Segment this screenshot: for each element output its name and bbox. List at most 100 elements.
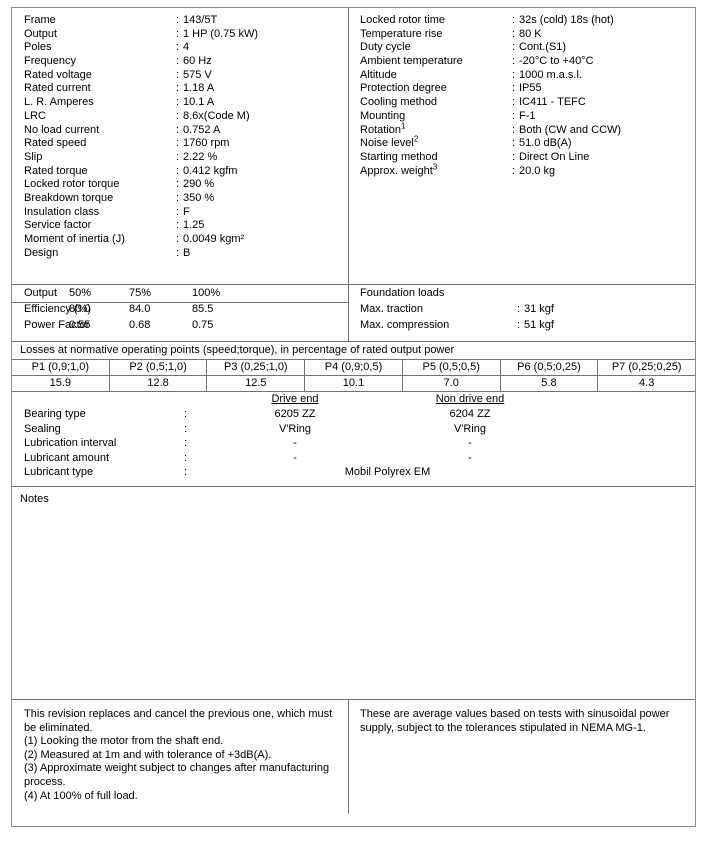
spec-colon: : [176, 191, 180, 204]
bearing-label: Lubrication interval [24, 437, 117, 449]
efficiency-header-label: Output [24, 287, 58, 299]
spec-row: Breakdown torque:350 % [24, 192, 346, 206]
efficiency-foundation-section: Output 50% 75% 100% Efficiency (%) 80.0 … [12, 285, 695, 341]
power-factor-label: Power Factor [24, 319, 90, 331]
spec-label: No load current [24, 123, 100, 136]
lubricant-type-colon: : [184, 466, 188, 478]
spec-row: Service factor:1.25 [24, 219, 346, 233]
spec-row: Locked rotor time:32s (cold) 18s (hot) [360, 14, 690, 28]
foundation-loads-block: Foundation loads Max. traction : 31 kgf … [360, 285, 690, 333]
spec-colon: : [512, 14, 516, 26]
spec-row: Moment of inertia (J):0.0049 kgm² [24, 233, 346, 247]
spec-colon: : [512, 109, 516, 122]
spec-row: Frame:143/5T [24, 14, 346, 28]
spec-colon: : [176, 137, 180, 150]
spec-label: Insulation class [24, 205, 100, 218]
efficiency-header-50: 50% [69, 287, 92, 299]
spec-row: Design: B [24, 247, 346, 261]
power-factor-value-75: 0.68 [129, 319, 151, 331]
spec-colon: : [512, 55, 516, 68]
bearing-colon: : [184, 408, 188, 420]
spec-colon: : [176, 123, 180, 136]
bearing-colon: : [184, 437, 188, 449]
losses-header-cell: P2 (0,5;1,0) [108, 360, 207, 375]
foundation-label: Max. traction [360, 303, 423, 315]
spec-label: Starting method [360, 150, 438, 163]
losses-value-cell: 12.5 [206, 376, 304, 391]
datasheet-frame: Frame:143/5T Output:1 HP (0.75 kW) Poles… [11, 7, 696, 827]
spec-colon: : [176, 246, 180, 259]
losses-header-row: P1 (0,9;1,0) P2 (0,5;1,0) P3 (0,25;1,0) … [12, 360, 695, 375]
spec-label: Temperature rise [360, 27, 443, 40]
power-factor-row: Power Factor 0.55 0.68 0.75 [12, 317, 348, 333]
spec-value: Both (CW and CCW) [519, 123, 622, 136]
spec-colon: : [176, 27, 180, 40]
losses-title-rule [12, 359, 695, 360]
spec-row: LRC:8.6x(Code M) [24, 110, 346, 124]
spec-row: Poles:4 [24, 41, 346, 55]
bearing-non-drive-end-value: - [468, 451, 472, 464]
spec-colon: : [176, 82, 180, 95]
losses-value-cell: 12.8 [108, 376, 207, 391]
spec-value: 32s (cold) 18s (hot) [519, 14, 614, 26]
spec-value: 80 K [519, 27, 542, 40]
spec-row: Rated speed:1760 rpm [24, 137, 346, 151]
spec-value: 8.6x(Code M) [183, 109, 250, 122]
losses-value-cell: 7.0 [401, 376, 500, 391]
non-drive-end-header: Non drive end [435, 393, 505, 405]
spec-label: Rated speed [24, 137, 87, 150]
foundation-row: Max. traction : 31 kgf [360, 301, 690, 317]
spec-colon: : [512, 164, 516, 177]
losses-header-cell: P6 (0,5;0,25) [499, 360, 598, 375]
spec-label: Rated voltage [24, 68, 92, 81]
spec-value: 1000 m.a.s.l. [519, 68, 582, 81]
spec-colon: : [176, 219, 180, 232]
spec-row: Rotation1: Both (CW and CCW) [360, 120, 690, 138]
spec-value: IC411 - TEFC [519, 96, 586, 109]
spec-label: L. R. Amperes [24, 96, 94, 109]
spec-row: Locked rotor torque:290 % [24, 178, 346, 192]
losses-value-cell: 10.1 [304, 376, 402, 391]
foundation-value: 31 kgf [524, 303, 554, 315]
spec-value: Direct On Line [519, 150, 590, 163]
spec-label: Rated torque [24, 164, 88, 177]
spec-footnote-marker: 1 [400, 120, 406, 130]
spec-colon: : [512, 96, 516, 109]
foundation-title-row: Foundation loads [360, 285, 690, 301]
losses-title: Losses at normative operating points (sp… [20, 344, 455, 356]
effband-column-divider [348, 285, 349, 341]
spec-colon: : [512, 82, 516, 95]
spec-label: Output [24, 27, 58, 40]
spec-row: Output:1 HP (0.75 kW) [24, 28, 346, 42]
bearing-drive-end-value: V'Ring [278, 422, 312, 435]
notes-section[interactable]: Notes [12, 487, 695, 699]
specs-right-column: Locked rotor time:32s (cold) 18s (hot) T… [360, 14, 690, 178]
spec-colon: : [176, 233, 180, 245]
spec-value: 20.0 kg [519, 164, 556, 177]
spec-row: Starting method: Direct On Line [360, 151, 690, 165]
spec-colon: : [176, 109, 180, 122]
spec-row: Approx. weight3:20.0 kg [360, 161, 690, 179]
bearing-label: Sealing [24, 422, 61, 435]
losses-header-cell: P3 (0,25;1,0) [206, 360, 304, 375]
spec-label: Protection degree [360, 82, 447, 95]
section-divider [12, 486, 695, 487]
spec-colon: : [512, 41, 516, 54]
spec-label: Design [24, 246, 59, 259]
power-factor-value-50: 0.55 [69, 319, 91, 331]
spec-label: Locked rotor torque [24, 178, 120, 191]
lubricant-type-label: Lubricant type [24, 466, 94, 478]
spec-footnote-marker: 2 [413, 134, 419, 144]
bearing-row: Sealing : V'Ring V'Ring [12, 422, 695, 437]
efficiency-value-75: 84.0 [129, 303, 151, 315]
spec-colon: : [512, 27, 516, 40]
footer-note-2: (2) Measured at 1m and with tolerance of… [24, 748, 272, 761]
spec-label: LRC [24, 109, 47, 122]
spec-value: B [183, 246, 191, 259]
spec-label: Approx. weight3 [360, 161, 438, 177]
spec-value: F-1 [519, 109, 536, 122]
spec-value: 10.1 A [183, 96, 215, 109]
bearing-label: Bearing type [24, 408, 86, 420]
bearing-colon: : [184, 422, 188, 435]
bearings-section: Drive end Non drive end Bearing type : 6… [12, 392, 695, 486]
